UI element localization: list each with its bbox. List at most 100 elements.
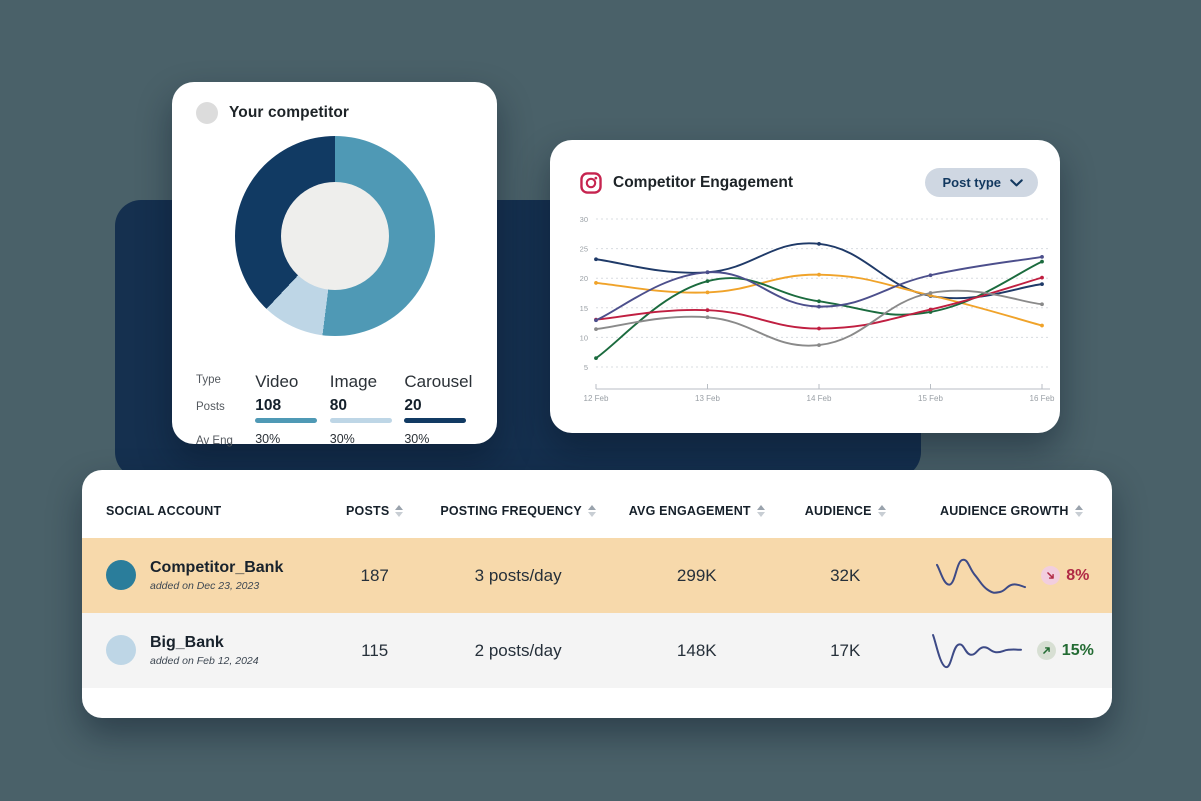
chart-point (817, 272, 821, 277)
engagement-chart-svg: 5 10 15 20 25 30 12 Feb 13 Feb 14 Feb 15 Feb 16 Fe… (580, 215, 1055, 403)
legend-type-image: Image (329, 372, 378, 391)
chart-point (928, 307, 933, 312)
chevron-down-icon (1010, 178, 1023, 186)
account-name: Big_Bank (150, 634, 224, 652)
sort-icon[interactable] (756, 505, 765, 517)
sort-icon[interactable] (877, 505, 886, 517)
x-axis-tick: 14 Feb (807, 394, 832, 403)
y-axis-tick: 20 (580, 274, 588, 283)
chart-point (817, 304, 821, 309)
chart-point (928, 291, 933, 295)
x-axis-tick: 12 Feb (584, 394, 609, 403)
legend-bar-image (329, 418, 392, 423)
chart-point (594, 356, 598, 361)
column-header-label: POSTS (346, 504, 390, 518)
instagram-icon (580, 171, 602, 194)
social-accounts-table-card: SOCIAL ACCOUNT POSTS POSTING FREQUENCY (82, 470, 1112, 718)
post-type-donut-chart (234, 136, 435, 336)
sort-icon[interactable] (395, 505, 404, 517)
donut-legend: Type Video Image Carousel Posts 108 80 (196, 368, 479, 453)
sort-icon[interactable] (587, 505, 596, 517)
post-type-dropdown-label: Post type (942, 175, 1001, 190)
cell-audience-growth: 15% (911, 613, 1112, 688)
legend-row-label-aveng: Av Eng (196, 435, 233, 447)
donut-hole (280, 182, 389, 290)
column-header-label: AVG ENGAGEMENT (628, 504, 751, 518)
post-type-dropdown[interactable]: Post type (925, 168, 1038, 197)
x-axis-tick: 15 Feb (918, 394, 943, 403)
chart-point (1040, 259, 1044, 264)
chart-point (594, 327, 598, 332)
arrow-up-right-icon (1036, 641, 1056, 660)
chart-point (928, 273, 933, 278)
avatar-placeholder-icon (196, 102, 218, 124)
cell-audience: 17K (830, 640, 861, 660)
x-axis-tick: 16 Feb (1030, 394, 1055, 403)
column-header-posts[interactable]: POSTS (327, 470, 423, 538)
chart-line-series-1 (595, 242, 1043, 300)
y-axis-tick: 10 (580, 333, 588, 342)
table-row[interactable]: Competitor_Bank added on Dec 23, 2023 187 3… (82, 538, 1112, 613)
column-header-avg-engagement[interactable]: AVG ENGAGEMENT (614, 470, 780, 538)
cell-avg-engagement: 299K (676, 565, 717, 585)
chart-point (594, 318, 598, 323)
chart-point (817, 326, 821, 331)
chart-point (705, 270, 710, 275)
cell-posting-frequency: 3 posts/day (474, 565, 562, 585)
chart-point (705, 290, 710, 295)
column-header-posting-frequency[interactable]: POSTING FREQUENCY (423, 470, 614, 538)
column-header-audience-growth[interactable]: AUDIENCE GROWTH (911, 470, 1112, 538)
legend-row-label-posts: Posts (196, 401, 225, 413)
y-axis-tick: 5 (584, 363, 588, 372)
cell-avg-engagement: 148K (676, 640, 717, 660)
chart-point (1040, 282, 1044, 287)
legend-type-carousel: Carousel (404, 372, 473, 391)
legend-type-video: Video (255, 372, 299, 391)
growth-trend: 8% (1041, 566, 1089, 585)
engagement-card-title: Competitor Engagement (613, 173, 793, 191)
legend-row-label-type: Type (196, 374, 221, 386)
cell-posts: 115 (361, 640, 389, 660)
avatar (106, 560, 136, 591)
chart-point (705, 308, 710, 313)
donut-card-title: Your competitor (229, 104, 350, 121)
y-axis-tick: 25 (580, 245, 588, 254)
chart-point (817, 343, 821, 347)
legend-aveng-image: 30% (329, 432, 355, 446)
table-row[interactable]: Big_Bank added on Feb 12, 2024 115 2 posts/… (82, 613, 1112, 688)
growth-percent: 15% (1061, 641, 1094, 659)
engagement-line-chart: 5 10 15 20 25 30 12 Feb 13 Feb 14 Feb 15 Feb 16 Fe… (550, 205, 1060, 415)
legend-bar-video (255, 418, 318, 423)
social-accounts-table: SOCIAL ACCOUNT POSTS POSTING FREQUENCY (82, 470, 1112, 688)
sparkline-chart (936, 558, 1027, 594)
column-header-social-account[interactable]: SOCIAL ACCOUNT (82, 470, 327, 538)
legend-posts-carousel: 20 (404, 397, 422, 414)
legend-posts-video: 108 (255, 397, 282, 414)
x-axis-tick: 13 Feb (695, 394, 720, 403)
donut-card-header: Your competitor (172, 82, 497, 124)
chart-point (1040, 254, 1044, 259)
column-header-label: POSTING FREQUENCY (440, 504, 582, 518)
chart-point (1040, 275, 1044, 280)
y-axis-tick: 30 (580, 215, 588, 224)
legend-aveng-carousel: 30% (404, 432, 430, 446)
account-added-date: added on Dec 23, 2023 (150, 579, 260, 592)
sort-icon[interactable] (1074, 505, 1083, 517)
engagement-card-header: Competitor Engagement Post type (550, 140, 1060, 197)
chart-point (1040, 323, 1044, 328)
y-axis-tick: 15 (580, 304, 588, 313)
account-added-date: added on Feb 12, 2024 (150, 654, 259, 667)
column-header-audience[interactable]: AUDIENCE (780, 470, 911, 538)
legend-posts-image: 80 (329, 397, 348, 414)
arrow-down-right-icon (1041, 566, 1061, 585)
account-name: Competitor_Bank (150, 559, 284, 577)
growth-trend: 15% (1036, 641, 1094, 660)
growth-percent: 8% (1066, 566, 1090, 584)
column-header-label: AUDIENCE GROWTH (939, 504, 1069, 518)
chart-point (594, 257, 598, 262)
table-body: Competitor_Bank added on Dec 23, 2023 187 3… (82, 538, 1112, 688)
column-header-label: SOCIAL ACCOUNT (106, 504, 222, 518)
column-header-label: AUDIENCE (804, 504, 872, 518)
